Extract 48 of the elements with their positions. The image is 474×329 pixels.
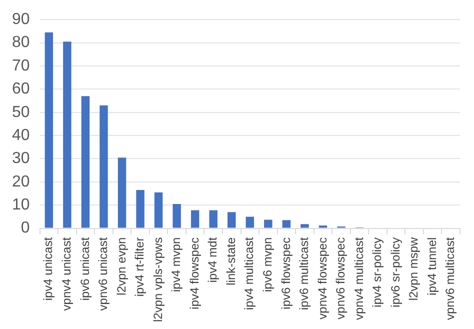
x-tick-label: ipv4 sr-policy bbox=[370, 237, 384, 308]
y-tick-label: 80 bbox=[12, 34, 30, 52]
x-tick-label: ipv4 tunnel bbox=[424, 237, 439, 296]
y-tick-label: 40 bbox=[12, 126, 30, 144]
bar bbox=[264, 220, 272, 228]
bar bbox=[209, 210, 218, 228]
bar bbox=[190, 210, 200, 228]
x-tick-label: vpnv4 unicast bbox=[60, 236, 74, 311]
bar bbox=[81, 96, 90, 228]
y-tick-label: 50 bbox=[12, 104, 30, 121]
x-tick-label: ipv6 multicast bbox=[297, 236, 312, 310]
x-tick-label: vpnv6 multicast bbox=[443, 236, 458, 320]
bar bbox=[154, 192, 163, 228]
y-tick-label: 20 bbox=[12, 173, 30, 190]
y-tick-label: 60 bbox=[12, 80, 30, 98]
x-tick-label: l2vpn vpls-vpws bbox=[150, 237, 165, 322]
x-tick-label: vpnv6 flowspec bbox=[334, 237, 348, 320]
bar bbox=[228, 212, 236, 228]
y-tick-label: 10 bbox=[12, 196, 30, 214]
y-tick-label: 0 bbox=[20, 220, 30, 237]
x-tick-label: ipv4 flowspec bbox=[187, 237, 202, 310]
x-tick-label: l2vpn mspw bbox=[406, 236, 421, 301]
bar bbox=[100, 105, 108, 228]
bar bbox=[118, 158, 126, 228]
x-tick-label: vpnv6 unicast bbox=[96, 236, 110, 311]
bar bbox=[282, 220, 291, 228]
x-tick-label: ipv4 unicast bbox=[41, 236, 56, 301]
x-tick-label: ipv6 mvpn bbox=[260, 237, 274, 292]
bar bbox=[136, 190, 144, 228]
bar bbox=[246, 216, 254, 228]
y-tick-label: 70 bbox=[12, 57, 30, 74]
x-tick-label: ipv6 flowspec bbox=[278, 237, 293, 310]
x-tick-label: ipv6 unicast bbox=[78, 236, 92, 301]
bar bbox=[44, 32, 54, 228]
y-tick-label: 30 bbox=[12, 150, 30, 168]
bar bbox=[300, 224, 309, 228]
x-tick-label: vpnv4 flowspec bbox=[315, 237, 330, 320]
bar bbox=[172, 204, 181, 228]
x-tick-label: ipv4 mvpn bbox=[169, 237, 184, 292]
x-tick-label: ipv6 sr-policy bbox=[388, 237, 402, 308]
x-tick-label: ipv4 mdt bbox=[206, 236, 220, 283]
y-tick-label: 90 bbox=[12, 11, 30, 28]
x-tick-label: l2vpn evpn bbox=[114, 237, 128, 296]
bar bbox=[63, 42, 72, 228]
x-tick-label: vpnv4 multicast bbox=[352, 236, 366, 320]
x-tick-label: link-state bbox=[224, 236, 238, 286]
x-tick-label: ipv4 multicast bbox=[242, 236, 256, 310]
x-tick-label: ipv4 rt-filter bbox=[132, 237, 147, 297]
